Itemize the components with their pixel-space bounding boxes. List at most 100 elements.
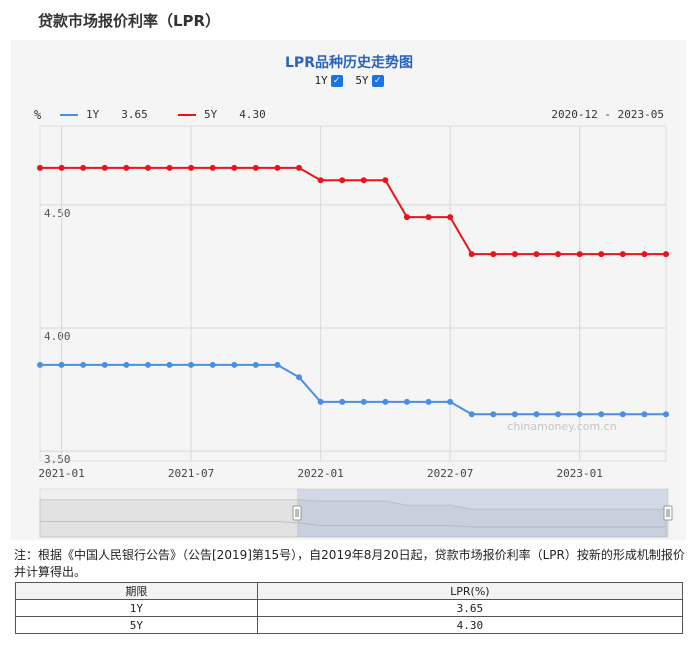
x-tick-label: 2023-01 xyxy=(556,467,602,480)
data-point-5y xyxy=(468,251,475,258)
data-point-5y xyxy=(382,177,389,184)
footnote: 注：根据《中国人民银行公告》（公告[2019]第15号），自2019年8月20日… xyxy=(14,548,685,579)
toggle-5y-label: 5Y xyxy=(355,74,369,87)
y-tick-label: 4.00 xyxy=(44,330,71,343)
data-point-1y xyxy=(619,411,626,418)
data-point-5y xyxy=(598,251,605,258)
x-tick-label: 2022-01 xyxy=(297,467,343,480)
data-point-5y xyxy=(576,251,583,258)
table-row: 5Y 4.30 xyxy=(15,616,684,634)
x-tick-label: 2022-07 xyxy=(427,467,473,480)
data-point-1y xyxy=(166,361,173,368)
data-point-5y xyxy=(101,164,108,171)
checkbox-5y[interactable]: ✓ xyxy=(371,74,384,87)
data-point-5y xyxy=(663,251,669,258)
data-point-1y xyxy=(188,361,195,368)
legend-row: % 1Y 3.65 5Y 4.30 2020-12 - 2023-05 xyxy=(0,108,698,124)
lpr-table: 期限 LPR(%) 1Y 3.65 5Y 4.30 xyxy=(15,582,684,634)
navigator-handle-right[interactable] xyxy=(663,505,673,521)
table-cell-term: 5Y xyxy=(15,616,258,634)
table-cell-term: 1Y xyxy=(15,599,258,617)
data-point-1y xyxy=(58,361,65,368)
data-point-1y xyxy=(360,398,367,405)
data-point-1y xyxy=(598,411,605,418)
table-cell-rate: 3.65 xyxy=(256,599,684,617)
data-point-5y xyxy=(641,251,648,258)
data-point-1y xyxy=(37,361,43,368)
data-point-1y xyxy=(123,361,130,368)
legend-5y[interactable]: 5Y 4.30 xyxy=(178,108,266,121)
legend-1y-name: 1Y xyxy=(86,108,100,121)
data-point-5y xyxy=(123,164,130,171)
legend-5y-swatch xyxy=(178,113,196,116)
data-point-1y xyxy=(296,374,303,381)
x-tick-label: 2021-07 xyxy=(168,467,214,480)
data-point-5y xyxy=(339,177,346,184)
data-point-5y xyxy=(166,164,173,171)
series-line-1y xyxy=(40,363,666,416)
toggle-5y[interactable]: 5Y ✓ xyxy=(355,74,384,87)
data-point-1y xyxy=(490,411,497,418)
page-title: 贷款市场报价利率（LPR） xyxy=(38,12,221,30)
data-point-1y xyxy=(576,411,583,418)
data-point-1y xyxy=(663,411,669,418)
checkbox-1y[interactable]: ✓ xyxy=(330,74,343,87)
data-point-5y xyxy=(80,164,87,171)
data-point-5y xyxy=(619,251,626,258)
series-line-5y xyxy=(40,166,666,256)
data-point-1y xyxy=(382,398,389,405)
table-header-term: 期限 xyxy=(15,582,258,600)
data-point-1y xyxy=(252,361,259,368)
data-point-1y xyxy=(80,361,87,368)
y-tick-label: 4.50 xyxy=(44,207,71,220)
y-tick-label: 3.50 xyxy=(44,453,71,466)
legend-5y-name: 5Y xyxy=(204,108,218,121)
data-point-5y xyxy=(274,164,281,171)
legend-1y-swatch xyxy=(60,113,78,116)
data-point-5y xyxy=(252,164,259,171)
data-point-1y xyxy=(555,411,562,418)
data-point-1y xyxy=(317,398,324,405)
x-tick-label: 2021-01 xyxy=(38,467,84,480)
data-point-1y xyxy=(447,398,454,405)
legend-1y-value: 3.65 xyxy=(121,108,148,121)
chart-title: LPR品种历史走势图 xyxy=(285,55,413,71)
data-point-1y xyxy=(641,411,648,418)
data-point-5y xyxy=(209,164,216,171)
toggle-1y-label: 1Y xyxy=(314,74,328,87)
data-point-1y xyxy=(209,361,216,368)
data-point-5y xyxy=(58,164,65,171)
data-point-5y xyxy=(447,214,454,221)
date-range: 2020-12 - 2023-05 xyxy=(551,108,664,121)
data-point-1y xyxy=(144,361,151,368)
data-point-1y xyxy=(274,361,281,368)
legend-1y[interactable]: 1Y 3.65 xyxy=(60,108,148,121)
data-point-5y xyxy=(37,164,43,171)
data-point-5y xyxy=(296,164,303,171)
plot-area xyxy=(39,125,667,462)
legend-5y-value: 4.30 xyxy=(239,108,266,121)
toggle-1y[interactable]: 1Y ✓ xyxy=(314,74,343,87)
navigator-selection xyxy=(297,489,668,537)
navigator-area xyxy=(39,499,667,538)
data-point-5y xyxy=(511,251,518,258)
y-unit-label: % xyxy=(34,108,42,122)
navigator-handle-left[interactable] xyxy=(292,505,302,521)
data-point-5y xyxy=(188,164,195,171)
series-toggles: 1Y ✓ 5Y ✓ xyxy=(0,74,698,87)
data-point-1y xyxy=(468,411,475,418)
data-point-1y xyxy=(339,398,346,405)
watermark-text: chinamoney.com.cn xyxy=(507,420,616,433)
navigator-line xyxy=(40,521,666,528)
data-point-5y xyxy=(317,177,324,184)
data-point-1y xyxy=(425,398,432,405)
table-row: 1Y 3.65 xyxy=(15,599,684,617)
data-point-5y xyxy=(490,251,497,258)
data-point-5y xyxy=(555,251,562,258)
table-header-row: 期限 LPR(%) xyxy=(15,582,684,600)
data-point-5y xyxy=(403,214,410,221)
data-point-5y xyxy=(533,251,540,258)
data-point-5y xyxy=(425,214,432,221)
data-point-1y xyxy=(101,361,108,368)
data-point-1y xyxy=(533,411,540,418)
